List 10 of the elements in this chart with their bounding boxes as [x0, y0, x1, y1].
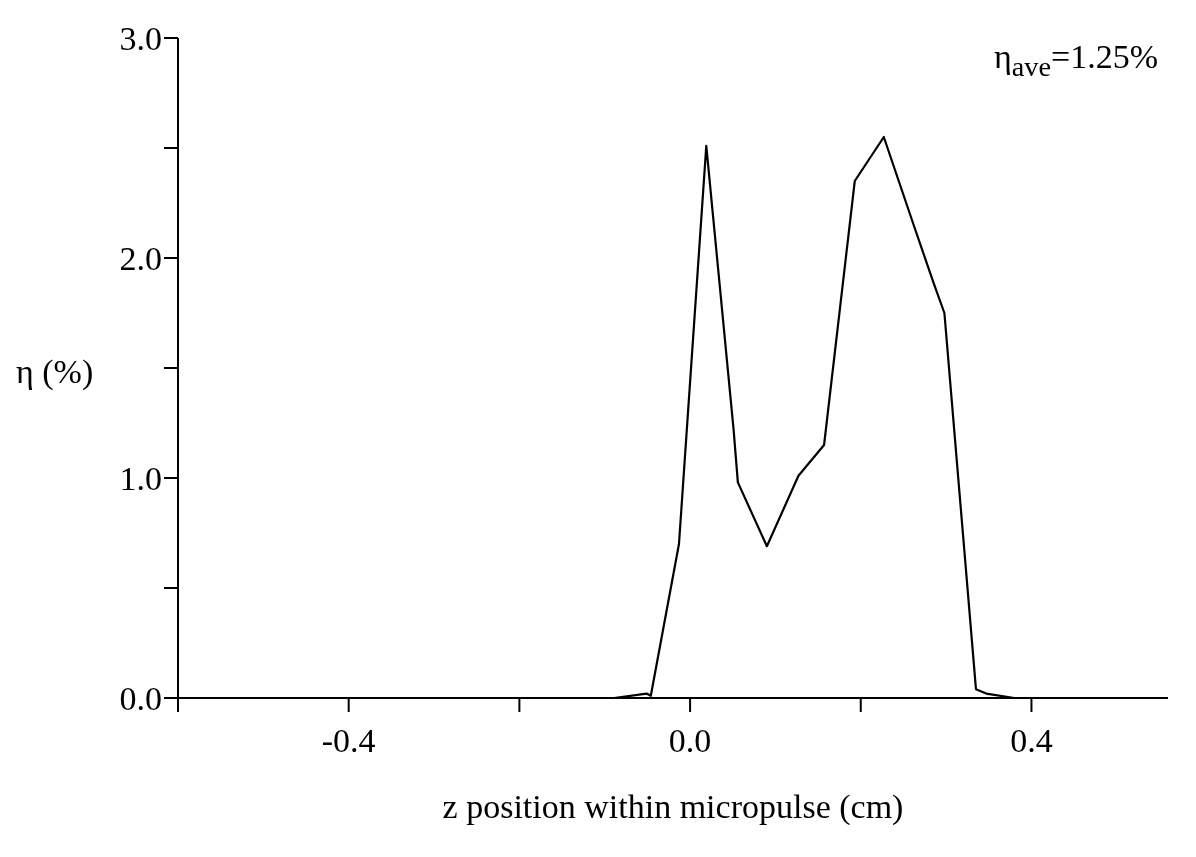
y-tick-label: 0.0: [119, 680, 162, 718]
x-tick-label: 0.4: [1010, 722, 1053, 760]
x-tick-label: 0.0: [668, 722, 712, 760]
x-axis-title: z position within micropulse (cm): [442, 788, 904, 826]
y-tick-label: 2.0: [119, 240, 162, 278]
annotation: η$_{ave}$=1.25%: [993, 38, 1158, 83]
y-tick-label: 3.0: [119, 20, 162, 58]
y-tick-label: 1.0: [119, 460, 162, 498]
y-axis-title: η (%): [16, 353, 94, 391]
x-tick-label: -0.4: [321, 722, 376, 760]
